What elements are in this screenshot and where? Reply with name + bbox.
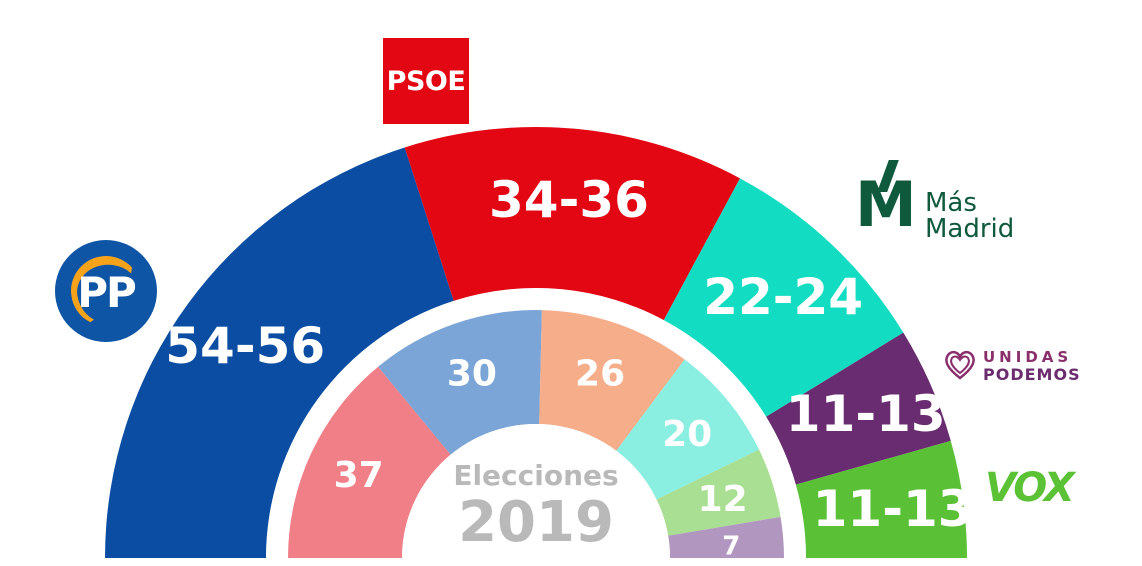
unidas-podemos-wordmark: UNIDAS PODEMOS [983,348,1081,384]
pp-logo-text: PP [77,268,137,317]
heart-icon [945,350,975,380]
elecciones-2019-ring [288,310,784,558]
center-title-year: 2019 [458,490,614,555]
podemos-line: PODEMOS [983,365,1081,384]
elecciones-2019-label-cs: 37 [334,455,384,496]
projection-ring [105,127,967,558]
elecciones-2019-label-psoe: 26 [575,353,625,394]
psoe-logo: PSOE [383,38,469,124]
elecciones-2019-label-unidas-podemos: 7 [722,531,740,561]
projection-segment-m-s-madrid [663,178,904,417]
pp-logo: PP [55,240,157,342]
elecciones-2019-label-vox: 12 [698,479,748,520]
elecciones-2019-segment-m-s-madrid [616,359,760,500]
projection-segment-pp [105,147,454,558]
projection-segment-unidas-podemos [766,332,951,485]
mas-madrid-m-mark: M [855,168,917,241]
projection-label-pp: 54-56 [165,317,325,375]
center-title-elecciones: Elecciones [453,459,619,492]
vox-logo: VOX [985,465,1075,511]
elecciones-2019-segment-unidas-podemos [668,516,784,558]
elecciones-2019-segment-vox [656,449,781,536]
elecciones-2019-segment-psoe [539,310,685,451]
projection-segment-psoe [404,127,740,321]
unidas-podemos-logo: UNIDAS PODEMOS [943,344,1093,388]
projection-label-psoe: 34-36 [489,171,649,229]
mas-madrid-wordmark: Más Madrid [925,190,1014,242]
projection-segment-vox [795,440,967,558]
mas-madrid-line1: Más [925,188,977,218]
hemicycle-center [402,424,670,558]
seat-labels: 54-56 34-36 22-24 11-13 11-13 37 30 26 20 12 7 [165,171,972,561]
unidas-line: UNIDAS [983,348,1073,366]
projection-label-vox: 11-13 [813,480,973,538]
elecciones-2019-label-m-s-madrid: 20 [662,414,712,455]
elecciones-2019-segment-pp [378,310,542,455]
projection-label-m-s-madrid: 22-24 [703,268,863,326]
mas-madrid-logo: M Más Madrid [855,160,1045,242]
projection-label-unidas-podemos: 11-13 [786,385,946,443]
elecciones-2019-label-pp: 30 [447,353,497,394]
center-title: Elecciones 2019 [436,459,636,553]
elecciones-2019-segment-cs [288,366,451,558]
mas-madrid-line2: Madrid [925,214,1015,244]
